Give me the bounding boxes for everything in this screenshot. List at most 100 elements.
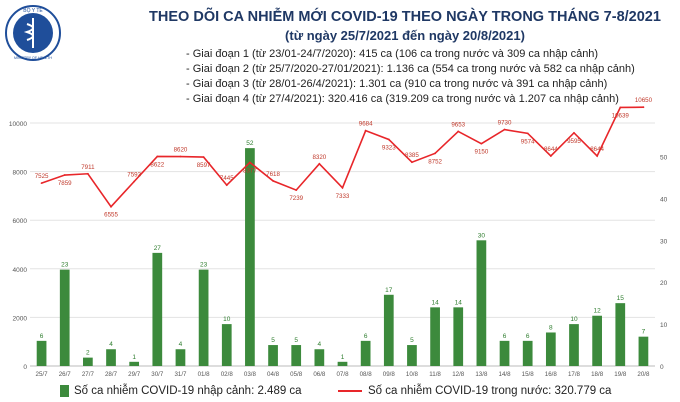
line-value-label: 7593 xyxy=(127,171,141,178)
bar xyxy=(59,269,70,366)
bar-value-label: 23 xyxy=(61,262,69,269)
x-axis-tick-label: 03/8 xyxy=(244,371,257,378)
line-value-label: 9150 xyxy=(475,149,489,156)
line-value-label: 8597 xyxy=(197,162,211,169)
line-value-label: 8622 xyxy=(150,161,164,168)
bar xyxy=(638,336,649,366)
bar xyxy=(175,349,186,366)
x-axis-tick-label: 06/8 xyxy=(313,371,326,378)
bar xyxy=(407,345,417,366)
bar xyxy=(291,345,302,366)
line-value-label: 9653 xyxy=(451,121,465,128)
line-value-label: 9574 xyxy=(521,138,535,145)
x-axis-tick-label: 12/8 xyxy=(452,371,465,378)
x-axis-tick-label: 04/8 xyxy=(267,371,280,378)
phase-3-summary: - Giai đoạn 3 (từ 28/01-26/4/2021): 1.30… xyxy=(186,78,608,90)
line-value-label: 7911 xyxy=(81,164,95,171)
right-axis-tick-label: 30 xyxy=(660,238,668,245)
bar-value-label: 1 xyxy=(341,354,345,361)
bar xyxy=(36,340,47,366)
line-value-label: 8644 xyxy=(544,146,558,153)
line-point xyxy=(457,130,460,133)
x-axis-tick-label: 02/8 xyxy=(221,371,234,378)
bar-value-label: 15 xyxy=(617,295,625,302)
bar-value-label: 4 xyxy=(109,341,113,348)
line-point xyxy=(549,155,552,157)
legend-line-label: Số ca nhiễm COVID-19 trong nước: 320.779… xyxy=(368,385,612,397)
right-axis-tick-label: 10 xyxy=(660,322,668,329)
bar-value-label: 7 xyxy=(642,329,646,336)
line-value-label: 8377 xyxy=(243,167,257,174)
bar-value-label: 23 xyxy=(200,262,208,269)
bar xyxy=(245,148,255,366)
line-point xyxy=(573,131,575,134)
legend-bar-label: Số ca nhiễm COVID-19 nhập cảnh: 2.489 ca xyxy=(74,385,302,397)
line-point xyxy=(295,189,298,191)
line-point xyxy=(596,155,599,157)
bar-value-label: 6 xyxy=(503,333,507,340)
x-axis-tick-label: 15/8 xyxy=(522,371,535,378)
x-axis-tick-label: 25/7 xyxy=(36,371,49,378)
bar xyxy=(198,269,209,366)
line-value-label: 7525 xyxy=(35,173,49,180)
bar-value-label: 17 xyxy=(385,287,393,294)
line-point xyxy=(434,152,436,155)
bar xyxy=(268,345,278,366)
bar-value-label: 52 xyxy=(246,140,254,147)
bar xyxy=(83,357,93,366)
line-point xyxy=(225,184,228,186)
line-value-label: 9595 xyxy=(567,138,581,145)
x-axis-tick-label: 13/8 xyxy=(475,371,488,378)
x-axis-tick-label: 27/7 xyxy=(82,371,95,378)
bar xyxy=(545,332,556,366)
line-value-label: 8644 xyxy=(590,146,604,153)
bar xyxy=(106,349,116,366)
bar xyxy=(430,307,440,366)
line-point xyxy=(86,172,89,175)
bar-value-label: 5 xyxy=(271,337,275,344)
line-value-label: 8752 xyxy=(428,158,442,165)
line-point xyxy=(40,182,43,185)
bar xyxy=(383,294,394,366)
legend-bar-swatch xyxy=(60,385,69,397)
right-axis-tick-label: 20 xyxy=(660,280,668,287)
bar-value-label: 30 xyxy=(478,232,486,239)
bar xyxy=(499,340,510,366)
x-axis-tick-label: 08/8 xyxy=(360,371,373,378)
bar xyxy=(152,252,163,366)
bar xyxy=(221,324,232,366)
x-axis-tick-label: 20/8 xyxy=(637,371,650,378)
logo-text-top: BỘ Y TẾ xyxy=(23,7,43,14)
bar-value-label: 1 xyxy=(132,354,136,361)
line-point xyxy=(156,155,159,158)
bar-value-label: 6 xyxy=(364,333,368,340)
x-axis-tick-label: 05/8 xyxy=(290,371,303,378)
bar-value-label: 2 xyxy=(86,350,90,357)
bar xyxy=(476,240,487,366)
line-value-label: 7859 xyxy=(58,180,72,187)
chart-subtitle: (từ ngày 25/7/2021 đến ngày 20/8/2021) xyxy=(285,28,525,43)
bar-value-label: 4 xyxy=(318,341,322,348)
line-value-label: 8620 xyxy=(174,147,188,154)
line-value-label: 9684 xyxy=(359,121,373,128)
bar-value-label: 8 xyxy=(549,324,553,331)
x-axis-tick-label: 19/8 xyxy=(614,371,627,378)
x-axis-tick-label: 11/8 xyxy=(429,371,441,378)
right-axis-tick-label: 50 xyxy=(660,155,668,162)
bar-value-label: 6 xyxy=(526,333,530,340)
bar xyxy=(522,340,533,366)
line-value-label: 7445 xyxy=(220,175,234,182)
bar-value-label: 5 xyxy=(294,337,298,344)
x-axis-tick-label: 31/7 xyxy=(174,371,187,378)
bar-value-label: 10 xyxy=(223,316,231,323)
bar xyxy=(360,340,371,366)
bar xyxy=(592,315,602,366)
x-axis-tick-label: 28/7 xyxy=(105,371,118,378)
bar xyxy=(615,303,626,366)
line-series-path xyxy=(41,106,644,208)
phase-2-summary: - Giai đoạn 2 (từ 25/7/2020-27/01/2021):… xyxy=(186,63,635,75)
line-value-label: 9323 xyxy=(382,144,396,151)
x-axis-tick-label: 16/8 xyxy=(545,371,558,378)
line-point xyxy=(133,180,136,183)
